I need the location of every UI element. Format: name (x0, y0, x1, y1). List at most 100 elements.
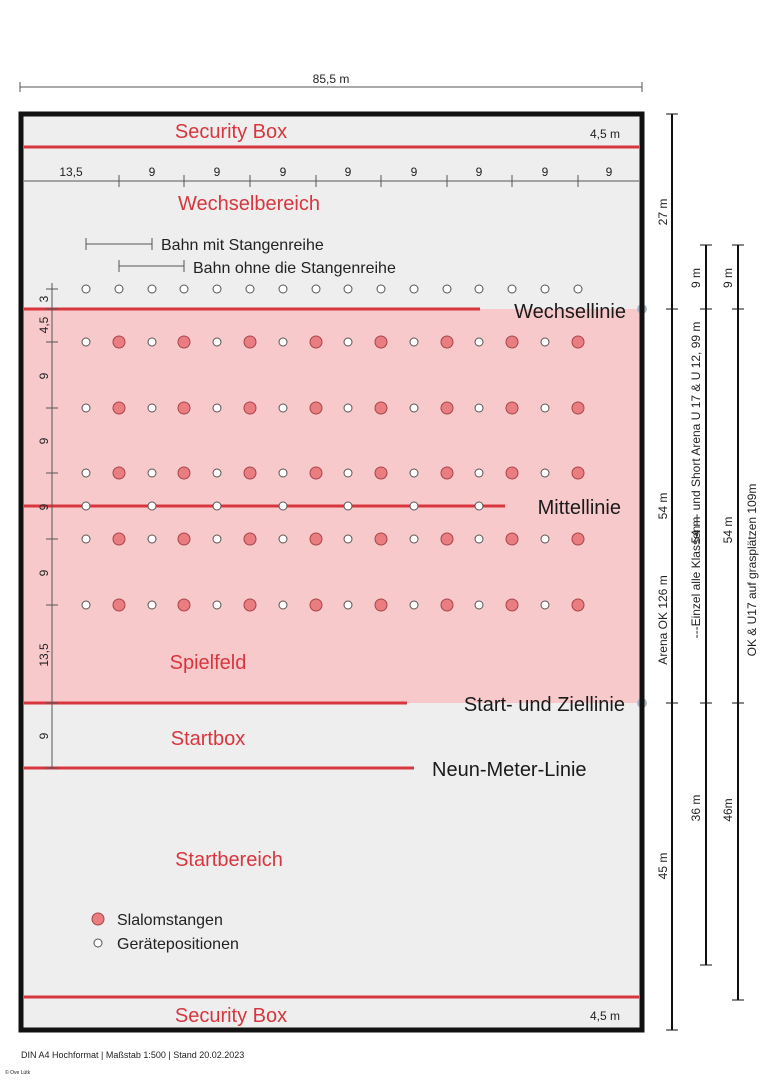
device-position (114, 284, 124, 294)
dim-46: 46m (721, 798, 735, 821)
slalom-pole (112, 532, 126, 546)
row-spacing-3: 9 (37, 372, 51, 379)
dim-45: 45 m (656, 853, 670, 880)
slalom-pole (440, 335, 454, 349)
device-position (278, 284, 288, 294)
dim-27: 27 m (656, 199, 670, 226)
slalom-pole (112, 401, 126, 415)
device-position (409, 337, 419, 347)
slalom-pole (440, 598, 454, 612)
slalom-pole (374, 335, 388, 349)
device-position (409, 403, 419, 413)
slalom-pole (571, 401, 585, 415)
device-position (474, 534, 484, 544)
dim-54-b: 54 m (689, 517, 703, 544)
legend-positions-label: Gerätepositionen (117, 936, 239, 953)
total-width-label: 85,5 m (313, 72, 350, 86)
col-spacing-6: 9 (411, 165, 418, 179)
arena-ok-label: Arena OK 126 m (656, 575, 670, 664)
slalom-pole (177, 401, 191, 415)
slalom-pole (571, 335, 585, 349)
device-position (81, 534, 91, 544)
slalom-pole (505, 466, 519, 480)
device-position (212, 284, 222, 294)
wechselbereich-label: Wechselbereich (178, 193, 320, 215)
slalom-pole (505, 532, 519, 546)
slalom-pole (243, 401, 257, 415)
dim-9-a: 9 m (689, 268, 703, 288)
device-position (278, 600, 288, 610)
row-spacing-2: 4,5 (37, 316, 51, 333)
slalom-pole (177, 532, 191, 546)
security-bottom-dim: 4,5 m (590, 1009, 620, 1023)
device-row-mittel (81, 501, 484, 511)
device-position (81, 403, 91, 413)
mittellinie-label: Mittellinie (538, 497, 621, 519)
device-position (409, 284, 419, 294)
device-position (474, 600, 484, 610)
legend-poles-label: Slalomstangen (117, 912, 223, 929)
lane-with-poles-annotation: Bahn mit Stangenreihe (85, 237, 324, 254)
slalom-pole (309, 466, 323, 480)
row-spacing-7: 13,5 (37, 643, 51, 667)
slalom-pole (112, 598, 126, 612)
row-spacing-8: 9 (37, 732, 51, 739)
device-position (212, 600, 222, 610)
device-position (278, 501, 288, 511)
slalom-pole (309, 532, 323, 546)
slalom-pole (571, 532, 585, 546)
device-position (376, 284, 386, 294)
device-position (81, 468, 91, 478)
neun-meter-label: Neun-Meter-Linie (432, 759, 587, 781)
slalom-pole (440, 532, 454, 546)
slalom-pole (505, 598, 519, 612)
col-spacing-3: 9 (214, 165, 221, 179)
device-position (474, 337, 484, 347)
device-position (474, 284, 484, 294)
device-position (540, 403, 550, 413)
slalom-pole (571, 598, 585, 612)
device-position (147, 501, 157, 511)
slalom-pole (243, 335, 257, 349)
slalom-pole (505, 335, 519, 349)
start-ziel-label: Start- und Ziellinie (464, 694, 625, 716)
slalom-pole (243, 532, 257, 546)
slalom-pole (374, 598, 388, 612)
device-position (343, 284, 353, 294)
slalom-pole (243, 466, 257, 480)
startbox-label: Startbox (171, 728, 245, 750)
device-position (343, 600, 353, 610)
row-spacing-4: 9 (37, 437, 51, 444)
pole-row-4 (81, 532, 585, 546)
security-top-label: Security Box (175, 121, 287, 143)
slalom-pole (440, 466, 454, 480)
slalom-pole (505, 401, 519, 415)
slalom-pole (374, 532, 388, 546)
slalom-pole (243, 598, 257, 612)
device-position (278, 403, 288, 413)
col-spacing-7: 9 (476, 165, 483, 179)
device-position (442, 284, 452, 294)
device-position (540, 600, 550, 610)
col-spacing-5: 9 (345, 165, 352, 179)
device-position (212, 337, 222, 347)
device-position (147, 600, 157, 610)
device-position (409, 534, 419, 544)
arena-border (18, 111, 645, 1033)
slalom-pole (112, 466, 126, 480)
device-position (409, 468, 419, 478)
dimension-column-3: 9 m 54 m 46m OK & U17 auf grasplätzen 10… (721, 244, 759, 1001)
lane-without-poles-label: Bahn ohne die Stangenreihe (193, 260, 396, 277)
row-spacing-5: 9 (37, 503, 51, 510)
device-position (343, 534, 353, 544)
spielfeld-label: Spielfeld (170, 652, 247, 674)
device-position (81, 337, 91, 347)
device-position (409, 600, 419, 610)
dimension-column-1: 27 m 54 m 45 m Arena OK 126 m (656, 113, 678, 1031)
dimension-column-2: 9 m 54 m 36 m ---Einzel alle Klassen--- … (689, 244, 712, 966)
device-row-wechsel (81, 284, 583, 294)
device-position (245, 284, 255, 294)
device-position (474, 501, 484, 511)
device-position (343, 403, 353, 413)
dim-9-b: 9 m (721, 268, 735, 288)
